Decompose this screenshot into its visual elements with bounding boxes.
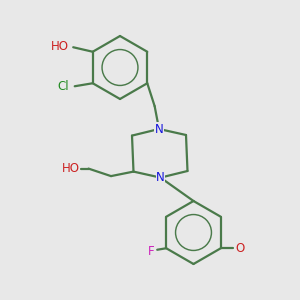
- Text: O: O: [235, 242, 244, 255]
- Text: N: N: [156, 171, 165, 184]
- Text: HO: HO: [51, 40, 69, 53]
- Text: F: F: [148, 245, 154, 258]
- Text: HO: HO: [61, 162, 80, 175]
- Text: Cl: Cl: [57, 80, 69, 93]
- Text: N: N: [154, 122, 164, 136]
